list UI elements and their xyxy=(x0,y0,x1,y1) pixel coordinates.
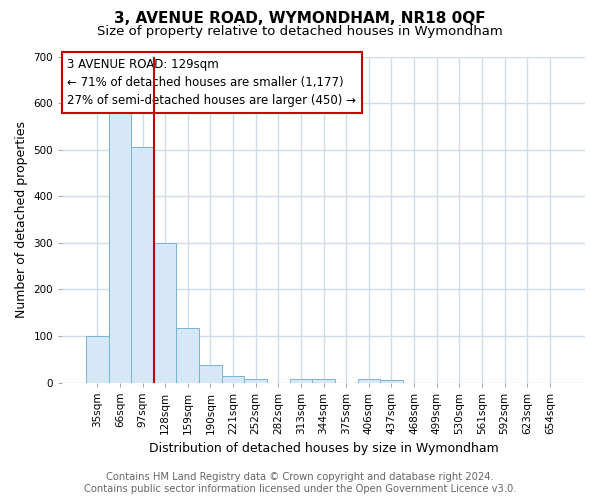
X-axis label: Distribution of detached houses by size in Wymondham: Distribution of detached houses by size … xyxy=(149,442,499,455)
Text: 3 AVENUE ROAD: 129sqm
← 71% of detached houses are smaller (1,177)
27% of semi-d: 3 AVENUE ROAD: 129sqm ← 71% of detached … xyxy=(67,58,356,107)
Bar xyxy=(290,379,312,382)
Text: Contains HM Land Registry data © Crown copyright and database right 2024.
Contai: Contains HM Land Registry data © Crown c… xyxy=(84,472,516,494)
Bar xyxy=(244,379,267,382)
Bar xyxy=(176,328,199,382)
Bar xyxy=(131,148,154,382)
Bar xyxy=(109,114,131,382)
Text: Size of property relative to detached houses in Wymondham: Size of property relative to detached ho… xyxy=(97,25,503,38)
Bar xyxy=(86,336,109,382)
Text: 3, AVENUE ROAD, WYMONDHAM, NR18 0QF: 3, AVENUE ROAD, WYMONDHAM, NR18 0QF xyxy=(114,11,486,26)
Y-axis label: Number of detached properties: Number of detached properties xyxy=(15,121,28,318)
Bar xyxy=(154,243,176,382)
Bar xyxy=(380,380,403,382)
Bar xyxy=(312,379,335,382)
Bar xyxy=(199,365,222,382)
Bar xyxy=(358,379,380,382)
Bar xyxy=(222,376,244,382)
